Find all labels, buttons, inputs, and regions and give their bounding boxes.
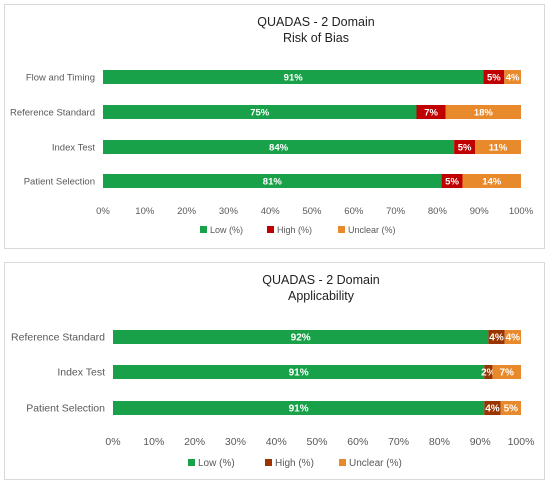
x-tick-label: 100% xyxy=(509,206,534,217)
data-label: 5% xyxy=(487,73,501,84)
data-label: 5% xyxy=(445,177,459,188)
x-tick-label: 50% xyxy=(306,436,327,448)
legend-swatch-low xyxy=(188,459,195,466)
legend-label: Low (%) xyxy=(210,225,243,235)
x-tick-label: 70% xyxy=(388,436,409,448)
data-label: 84% xyxy=(269,143,289,154)
chart-title: QUADAS - 2 Domain xyxy=(262,273,379,287)
legend-label: High (%) xyxy=(277,225,312,235)
data-label: 4% xyxy=(506,73,520,84)
bar-segment-high xyxy=(441,174,463,188)
bar-segment-high xyxy=(484,401,501,415)
data-label: 92% xyxy=(291,333,311,344)
data-label: 7% xyxy=(499,368,514,379)
bar-segment-unclear xyxy=(462,174,521,188)
data-label: 5% xyxy=(504,404,519,415)
bar-segment-unclear xyxy=(504,330,521,344)
data-label: 91% xyxy=(289,404,309,415)
applicability-chart: QUADAS - 2 Domain Applicability Reference … xyxy=(11,273,535,469)
x-tick-label: 50% xyxy=(302,206,322,217)
applicability-chart-panel: QUADAS - 2 Domain Applicability Reference … xyxy=(4,262,545,480)
x-tick-label: 20% xyxy=(184,436,205,448)
x-tick-label: 40% xyxy=(261,206,281,217)
x-tick-label: 0% xyxy=(105,436,120,448)
x-tick-label: 60% xyxy=(347,436,368,448)
data-label: 18% xyxy=(474,108,494,119)
bar-segment-low xyxy=(103,70,484,84)
data-label: 91% xyxy=(284,73,304,84)
x-tick-label: 30% xyxy=(219,206,239,217)
x-tick-label: 30% xyxy=(225,436,246,448)
x-tick-label: 20% xyxy=(177,206,197,217)
data-label: 91% xyxy=(289,368,309,379)
bar-segment-unclear xyxy=(475,140,521,154)
bar-segment-unclear xyxy=(445,105,521,119)
category-label: Index Test xyxy=(57,367,105,379)
x-tick-label: 40% xyxy=(266,436,287,448)
bar-segment-low xyxy=(103,105,417,119)
chart-title: QUADAS - 2 Domain xyxy=(257,15,374,29)
legend-swatch-low xyxy=(200,226,207,233)
legend-swatch-unclear xyxy=(338,226,345,233)
x-tick-label: 80% xyxy=(428,206,448,217)
bar-segment-low xyxy=(103,174,442,188)
x-tick-label: 90% xyxy=(470,436,491,448)
x-tick-label: 60% xyxy=(344,206,364,217)
x-tick-label: 10% xyxy=(143,436,164,448)
legend-label: Unclear (%) xyxy=(349,458,402,469)
x-tick-label: 0% xyxy=(96,206,110,217)
legend-swatch-high xyxy=(265,459,272,466)
data-label: 14% xyxy=(482,177,502,188)
chart-subtitle: Applicability xyxy=(288,289,355,303)
x-tick-label: 80% xyxy=(429,436,450,448)
bar-segment-low xyxy=(113,330,489,344)
bar-segment-high xyxy=(483,70,505,84)
bar-segment-unclear xyxy=(504,70,521,84)
x-tick-label: 10% xyxy=(135,206,155,217)
bar-segment-low xyxy=(113,401,485,415)
category-label: Patient Selection xyxy=(24,177,95,188)
legend-swatch-high xyxy=(267,226,274,233)
legend-label: Unclear (%) xyxy=(348,225,396,235)
category-label: Flow and Timing xyxy=(26,73,95,84)
data-label: 4% xyxy=(485,404,500,415)
legend-label: Low (%) xyxy=(198,458,235,469)
bar-segment-high xyxy=(416,105,446,119)
data-label: 81% xyxy=(263,177,283,188)
legend-swatch-unclear xyxy=(339,459,346,466)
data-label: 75% xyxy=(250,108,270,119)
category-label: Reference Standard xyxy=(10,108,95,119)
legend-label: High (%) xyxy=(275,458,314,469)
x-tick-label: 90% xyxy=(470,206,490,217)
chart-subtitle: Risk of Bias xyxy=(283,31,349,45)
data-label: 4% xyxy=(489,333,504,344)
bar-segment-unclear xyxy=(500,401,521,415)
bar-segment-low xyxy=(113,365,485,379)
data-label: 2% xyxy=(481,368,496,379)
risk-of-bias-chart: QUADAS - 2 Domain Risk of Bias Flow and Ti… xyxy=(10,15,534,235)
category-label: Patient Selection xyxy=(26,403,105,415)
x-tick-label: 70% xyxy=(386,206,406,217)
bar-segment-low xyxy=(103,140,455,154)
category-label: Reference Standard xyxy=(11,332,105,344)
data-label: 4% xyxy=(506,333,521,344)
data-label: 7% xyxy=(424,108,438,119)
bar-segment-high xyxy=(454,140,476,154)
risk-of-bias-chart-panel: QUADAS - 2 Domain Risk of Bias Flow and Ti… xyxy=(4,4,545,249)
bar-segment-unclear xyxy=(492,365,521,379)
data-label: 11% xyxy=(489,143,508,154)
data-label: 5% xyxy=(458,143,472,154)
bar-segment-high xyxy=(488,330,505,344)
x-tick-label: 100% xyxy=(508,436,535,448)
category-label: Index Test xyxy=(52,143,95,154)
bar-segment-high xyxy=(484,365,493,379)
